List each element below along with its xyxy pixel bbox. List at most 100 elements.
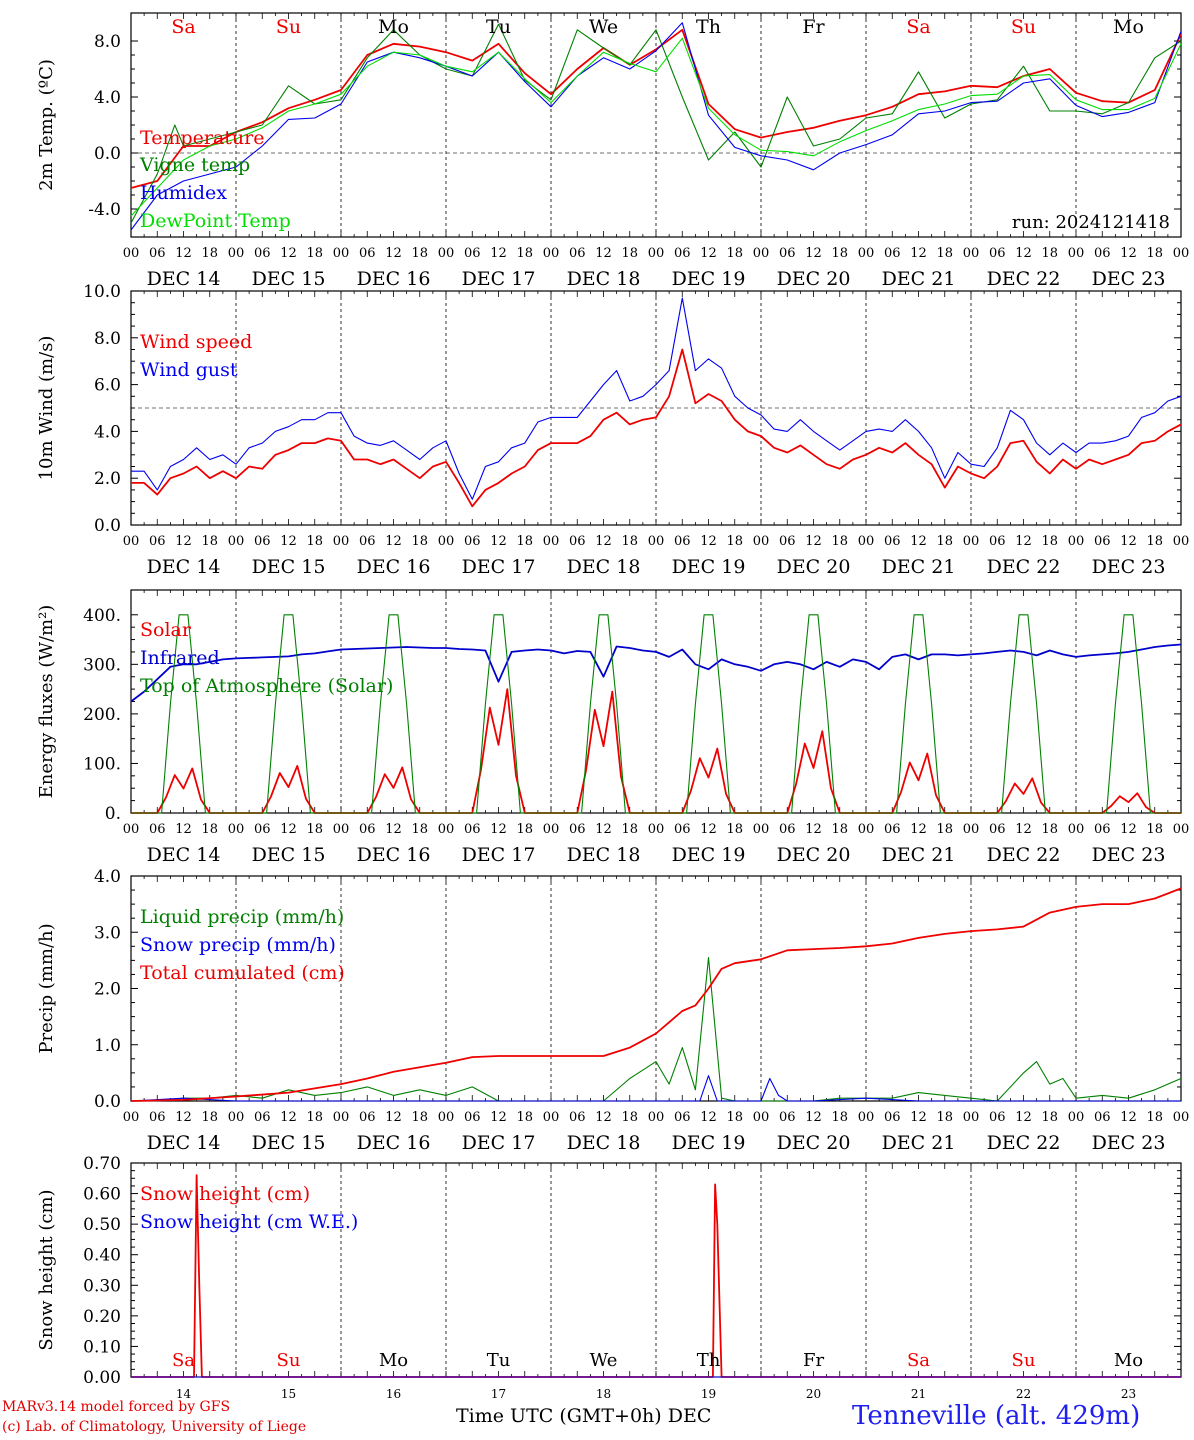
hour-tick-label: 00 — [1068, 1110, 1085, 1125]
hour-tick-label: 12 — [1015, 822, 1032, 837]
hour-tick-label: 00 — [753, 246, 770, 261]
hour-tick-label: 12 — [595, 822, 612, 837]
series-line-humidex — [130, 22, 1182, 231]
hour-tick-label: 00 — [963, 1110, 980, 1125]
hour-tick-label: 00 — [438, 1110, 455, 1125]
date-label: DEC 17 — [462, 268, 536, 290]
x-axis-month: DEC — [667, 1405, 712, 1427]
legend-entry: Snow height (cm) — [140, 1183, 310, 1205]
y-axis-label: 2m Temp. (ºC) — [36, 59, 57, 191]
date-label: DEC 21 — [882, 268, 956, 290]
date-label: DEC 16 — [357, 556, 431, 578]
day-number-label: 23 — [1121, 1387, 1136, 1401]
hour-tick-label: 12 — [280, 534, 297, 549]
hour-tick-label: 06 — [989, 534, 1006, 549]
date-label: DEC 14 — [147, 268, 221, 290]
hour-tick-label: 18 — [201, 1110, 218, 1125]
hour-tick-label: 12 — [175, 246, 192, 261]
hour-tick-label: 00 — [753, 534, 770, 549]
date-label: DEC 16 — [357, 268, 431, 290]
weekday-label: Mo — [1113, 16, 1144, 38]
hour-tick-label: 12 — [910, 246, 927, 261]
hour-tick-label: 06 — [254, 822, 271, 837]
hour-tick-label: 06 — [674, 1110, 691, 1125]
weekday-label: We — [590, 1350, 618, 1371]
weekday-label: Sa — [172, 1350, 195, 1371]
weekday-label: Tu — [486, 16, 511, 38]
hour-tick-label: 00 — [648, 1110, 665, 1125]
weekday-label: Th — [697, 1350, 721, 1371]
hour-tick-label: 12 — [280, 246, 297, 261]
weekday-label: Su — [276, 16, 301, 38]
hour-tick-label: 18 — [306, 822, 323, 837]
y-tick-label: 0.0 — [94, 516, 121, 536]
hour-tick-label: 06 — [254, 1110, 271, 1125]
date-label: DEC 16 — [357, 844, 431, 866]
hour-tick-label: 06 — [1094, 246, 1111, 261]
hour-tick-label: 12 — [595, 246, 612, 261]
hour-tick-label: 00 — [1068, 822, 1085, 837]
hour-tick-label: 12 — [1015, 1110, 1032, 1125]
y-tick-label: 0.50 — [83, 1215, 121, 1235]
hour-tick-label: 00 — [543, 534, 560, 549]
hour-tick-label: 18 — [1041, 246, 1058, 261]
series-line-snow-precip-mm-h — [130, 1075, 1181, 1102]
hour-tick-label: 18 — [726, 246, 743, 261]
hour-tick-label: 00 — [228, 534, 245, 549]
day-number-label: 17 — [491, 1387, 506, 1401]
y-axis-label: Precip (mm/h) — [36, 923, 57, 1053]
hour-tick-label: 06 — [359, 534, 376, 549]
hour-tick-label: 00 — [858, 1110, 875, 1125]
date-label: DEC 15 — [252, 844, 326, 866]
hour-tick-label: 00 — [543, 822, 560, 837]
y-tick-label: 0.0 — [94, 144, 121, 164]
hour-tick-label: 18 — [831, 822, 848, 837]
hour-tick-label: 18 — [516, 1110, 533, 1125]
hour-tick-label: 18 — [516, 246, 533, 261]
hour-tick-label: 12 — [1120, 822, 1137, 837]
panel-4: 0.0 1.0 2.0 3.0 4.0 Precip (mm/h) Liquid preci… — [36, 867, 1189, 1154]
hour-tick-label: 06 — [674, 246, 691, 261]
hour-tick-label: 00 — [753, 1110, 770, 1125]
date-label: DEC 21 — [882, 556, 956, 578]
day-number-label: 22 — [1016, 1387, 1031, 1401]
hour-tick-label: 18 — [831, 246, 848, 261]
hour-tick-label: 18 — [936, 1110, 953, 1125]
y-axis-label: Energy fluxes (W/m²) — [36, 605, 57, 799]
hour-tick-label: 06 — [569, 246, 586, 261]
legend-entry: Snow precip (mm/h) — [140, 934, 336, 956]
hour-tick-label: 00 — [438, 246, 455, 261]
y-tick-label: 0.40 — [83, 1246, 121, 1266]
legend-entry: Infrared — [140, 647, 220, 669]
hour-tick-label: 06 — [884, 534, 901, 549]
legend-entry: Temperature — [140, 127, 264, 149]
hour-tick-label: 18 — [516, 822, 533, 837]
y-tick-label: 4.0 — [94, 422, 121, 442]
hour-tick-label: 18 — [726, 822, 743, 837]
station-name: Tenneville (alt. 429m) — [852, 1401, 1141, 1431]
hour-tick-label: 00 — [333, 1110, 350, 1125]
hour-tick-label: 00 — [543, 1110, 560, 1125]
date-label: DEC 19 — [672, 268, 746, 290]
hour-tick-label: 06 — [989, 1110, 1006, 1125]
hour-tick-label: 12 — [595, 534, 612, 549]
hour-tick-label: 12 — [805, 534, 822, 549]
date-label: DEC 20 — [777, 1132, 851, 1154]
hour-tick-label: 18 — [936, 534, 953, 549]
panel-2: 0.0 2.0 4.0 6.0 8.0 10.0 10m Wind (m/s) Wind sp… — [36, 282, 1189, 578]
hour-tick-label: 12 — [700, 246, 717, 261]
y-tick-label: -4.0 — [88, 200, 121, 220]
y-tick-label: 4.0 — [94, 867, 121, 887]
y-tick-label: 200. — [83, 705, 121, 725]
hour-tick-label: 06 — [779, 534, 796, 549]
date-label: DEC 14 — [147, 1132, 221, 1154]
hour-tick-label: 12 — [595, 1110, 612, 1125]
hour-tick-label: 18 — [411, 534, 428, 549]
y-axis-label: Snow height (cm) — [36, 1189, 57, 1350]
date-label: DEC 22 — [987, 556, 1061, 578]
hour-tick-label: 18 — [621, 822, 638, 837]
hour-tick-label: 12 — [280, 822, 297, 837]
hour-tick-label: 18 — [831, 534, 848, 549]
hour-tick-label: 00 — [1068, 246, 1085, 261]
credit-lab: (c) Lab. of Climatology, University of L… — [2, 1419, 307, 1435]
